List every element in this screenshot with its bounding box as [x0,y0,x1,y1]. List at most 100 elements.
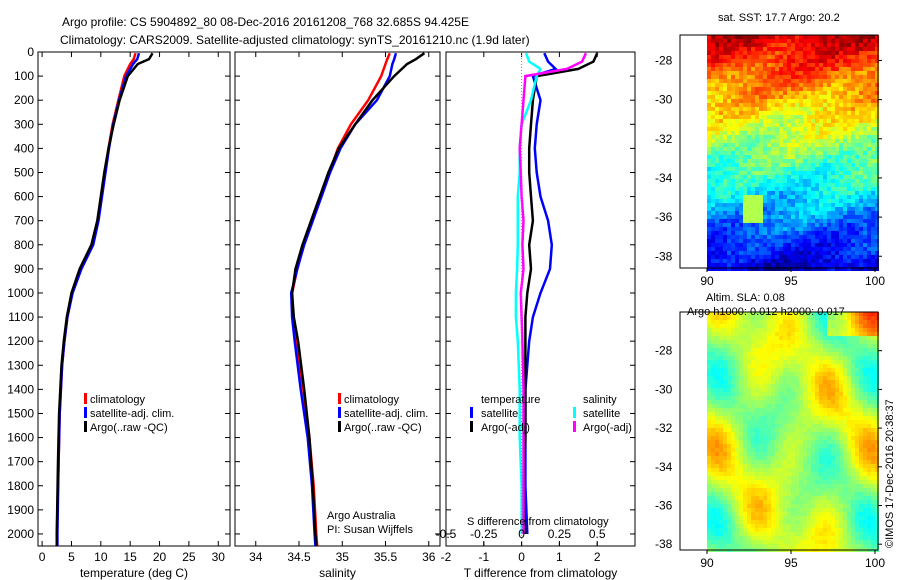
map-cell [791,219,795,223]
map-cell [779,215,783,219]
map-cell [783,492,787,496]
map-cell [859,420,863,424]
map-cell [851,508,855,512]
map-cell [711,472,715,476]
map-cell [855,320,859,324]
title-line-2: Climatology: CARS2009. Satellite-adjuste… [60,33,530,47]
map-cell [779,183,783,187]
map-cell [875,500,879,504]
map-cell [791,99,795,103]
map-cell [795,484,799,488]
map-cell [763,171,767,175]
map-cell [863,364,867,368]
map-cell [795,255,799,259]
map-cell [787,179,791,183]
map-cell [707,496,711,500]
map-cell [719,191,723,195]
map-cell [855,239,859,243]
map-cell [767,39,771,43]
map-cell [815,211,819,215]
map-cell [755,340,759,344]
map-cell [711,352,715,356]
map-cell [807,251,811,255]
map-cell [827,380,831,384]
map-cell [807,384,811,388]
map-cell [771,368,775,372]
map-cell [799,496,803,500]
map-cell [783,131,787,135]
map-cell [867,500,871,504]
map-cell [763,99,767,103]
map-cell [843,312,847,316]
map-cell [871,456,875,460]
map-cell [855,247,859,251]
map-cell [739,107,743,111]
map-cell [835,47,839,51]
map-cell [763,95,767,99]
map-cell [743,35,747,39]
map-cell [867,263,871,267]
map-cell [835,75,839,79]
map-cell [875,147,879,151]
map-cell [747,131,751,135]
map-cell [823,171,827,175]
map-cell [819,151,823,155]
map-cell [711,223,715,227]
map-cell [727,127,731,131]
map-cell [839,512,843,516]
map-cell [779,504,783,508]
map-cell [831,139,835,143]
map-cell [863,147,867,151]
map-cell [767,348,771,352]
map-cell [711,151,715,155]
map-cell [815,432,819,436]
map-cell [719,516,723,520]
map-cell [771,263,775,267]
map-cell [715,424,719,428]
map-cell [799,432,803,436]
map-cell [839,452,843,456]
map-cell [787,75,791,79]
map-cell [803,135,807,139]
map-cell [863,47,867,51]
map-cell [727,492,731,496]
map-cell [771,464,775,468]
map-cell [815,207,819,211]
map-cell [807,79,811,83]
map-cell [811,231,815,235]
map-cell [851,107,855,111]
map-cell [863,103,867,107]
map-cell [803,476,807,480]
map-cell [863,91,867,95]
map-cell [871,171,875,175]
map-cell [823,99,827,103]
map-cell [871,247,875,251]
map-cell [719,504,723,508]
map-cell [775,488,779,492]
map-cell [787,388,791,392]
map-cell [747,336,751,340]
map-cell [819,424,823,428]
map-cell [707,115,711,119]
map-cell [755,175,759,179]
map-cell [779,55,783,59]
map-cell [715,496,719,500]
map-cell [859,332,863,336]
map-cell [795,336,799,340]
map-cell [767,35,771,39]
map-cell [871,135,875,139]
map-cell [831,444,835,448]
map-cell [723,332,727,336]
map-cell [831,203,835,207]
map-cell [787,131,791,135]
map-cell [811,207,815,211]
map-cell [791,139,795,143]
map-cell [771,340,775,344]
map-cell [767,259,771,263]
map-cell [795,115,799,119]
map-cell [759,167,763,171]
map-cell [767,231,771,235]
map-cell [739,147,743,151]
map-cell [759,328,763,332]
map-cell [851,187,855,191]
